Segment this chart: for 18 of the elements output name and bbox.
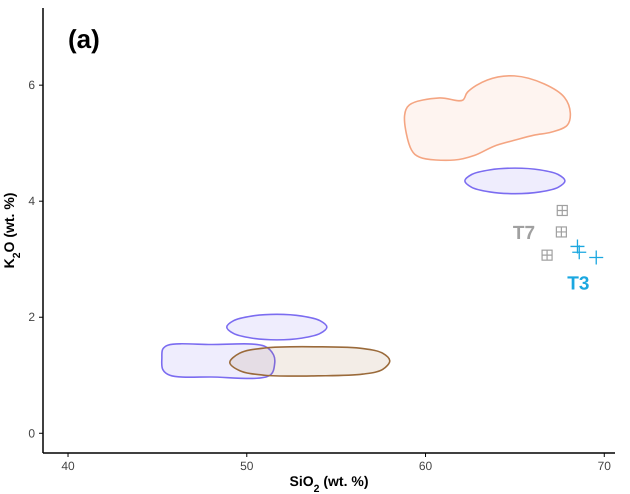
series-label: T7 <box>512 222 536 244</box>
annotation: (a) <box>68 24 100 54</box>
point <box>572 244 587 260</box>
y-tick-label: 0 <box>28 426 36 440</box>
series-label: T3 <box>567 273 590 294</box>
x-tick-label: 60 <box>418 459 433 473</box>
point <box>588 250 604 266</box>
point <box>556 204 568 216</box>
x-tick-label: 70 <box>598 459 612 473</box>
x-tick-label: 40 <box>61 459 76 473</box>
y-tick-label: 4 <box>28 194 36 208</box>
y-tick-label: 2 <box>28 310 36 324</box>
point <box>541 250 553 261</box>
y-tick-label: 6 <box>28 78 36 92</box>
x-axis-title: SiO$_{2}$ (wt. %) <box>290 473 368 494</box>
point <box>556 226 567 238</box>
point <box>570 238 586 254</box>
x-tick-label: 50 <box>240 459 254 473</box>
